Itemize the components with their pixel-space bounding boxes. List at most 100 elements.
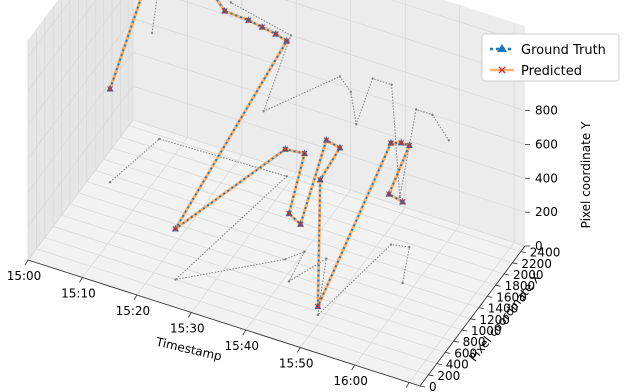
x-tick-mark	[520, 251, 526, 253]
floor-projection-point	[325, 257, 328, 260]
chart-panes	[28, 0, 525, 386]
grid-line-y	[27, 0, 526, 92]
back-wall-projection-point	[229, 1, 233, 4]
predicted-marker-stroke	[107, 86, 113, 92]
back-wall-projection-point	[338, 75, 342, 78]
x-tick-mark	[512, 262, 518, 265]
predicted-marker-stroke	[286, 210, 292, 217]
predicted-marker	[388, 140, 394, 146]
predicted-marker-stroke	[272, 31, 279, 37]
floor-projection-point	[284, 258, 287, 261]
back-wall-projection-point	[371, 77, 374, 80]
legend-ground-truth-marker	[497, 44, 507, 52]
x-tick-mark	[470, 318, 476, 321]
time-tick-mark	[24, 259, 29, 266]
time-tick-mark	[133, 294, 138, 301]
predicted-marker	[245, 17, 252, 24]
x-tick-label: 400	[446, 358, 469, 372]
time-tick-mark	[351, 364, 356, 371]
x-axis-label: Timestamp	[154, 335, 223, 364]
time-tick-mark	[242, 329, 247, 336]
predicted-marker-stroke	[245, 17, 252, 24]
y-tick-label: 600	[535, 137, 558, 151]
time-tick-label: 16:00	[333, 374, 368, 388]
x-tick-label: 2400	[530, 246, 561, 260]
time-tick-mark	[296, 347, 301, 353]
floor-projection-point	[316, 313, 320, 317]
floor-projection-point	[408, 245, 411, 249]
predicted-marker	[314, 303, 321, 310]
predicted-marker	[323, 137, 330, 144]
predicted-marker-stroke	[221, 8, 228, 14]
predicted-marker-stroke	[317, 176, 324, 183]
grid-line-y	[27, 0, 526, 125]
predicted-marker	[337, 145, 343, 151]
grid-line-y	[27, 51, 526, 193]
x-tick-label: 1200	[479, 313, 510, 327]
y-tick-label: 800	[535, 104, 558, 118]
time-tick-label: 15:00	[7, 269, 42, 283]
grid-line-y	[27, 119, 526, 261]
projection-traces	[108, 0, 450, 317]
y-tick-label: 0	[535, 239, 543, 253]
predicted-marker	[399, 198, 406, 205]
x-tick-mark	[436, 363, 442, 365]
predicted-marker-stroke	[297, 221, 304, 228]
predicted-marker	[317, 176, 324, 183]
predicted-marker	[286, 210, 292, 217]
legend-predicted-marker	[498, 66, 506, 74]
grid-line-y	[27, 85, 526, 227]
predicted-marker	[259, 24, 266, 31]
time-tick-mark	[187, 312, 192, 318]
x-tick-mark	[495, 284, 501, 287]
axis-ticks: 15:0015:1015:2015:3015:4015:5016:0016:10…	[7, 36, 566, 392]
legend-ground-truth-label: Ground Truth	[521, 43, 606, 58]
predicted-marker-stroke	[399, 198, 406, 205]
floor-projection-point	[303, 250, 306, 253]
predicted-marker	[272, 31, 279, 37]
x-tick-label: 2000	[513, 268, 544, 282]
predicted-marker-stroke	[172, 225, 179, 232]
floor-projection-point	[389, 243, 393, 246]
chart-series	[106, 0, 413, 310]
legend-predicted-label: Predicted	[521, 64, 582, 79]
predicted-marker-stroke	[388, 140, 394, 146]
predicted-marker	[221, 8, 228, 14]
x-tick-label: 1400	[488, 302, 519, 316]
back-wall-projection-point	[398, 196, 401, 199]
back-wall-projection-point	[289, 34, 293, 37]
predicted-marker-stroke	[283, 38, 290, 44]
x-tick-label: 0	[429, 380, 437, 392]
floor-pane	[28, 120, 525, 386]
x-tick-label: 200	[437, 369, 460, 383]
predicted-marker-stroke	[337, 145, 343, 151]
back-wall-projection-point	[349, 90, 352, 94]
floor-projection-point	[174, 278, 177, 281]
x-tick-mark	[478, 307, 484, 309]
predicted-marker	[172, 225, 179, 232]
predicted-marker-stroke	[406, 142, 413, 149]
predicted-marker	[282, 146, 289, 153]
x-tick-mark	[487, 296, 493, 298]
legend: Ground Truth Predicted	[481, 33, 620, 82]
predicted-marker	[398, 139, 405, 146]
predicted-marker-stroke	[323, 137, 330, 144]
time-tick-label: 15:50	[279, 357, 314, 371]
predicted-marker-stroke	[314, 303, 321, 310]
grid-line-y	[27, 0, 526, 58]
x-tick-mark	[445, 352, 451, 354]
z-axis-label: Pixel coordinate Y	[579, 121, 593, 228]
back-wall-projection-point	[150, 31, 154, 35]
predicted-marker-stroke	[398, 139, 405, 146]
time-tick-label: 15:10	[61, 287, 96, 301]
x-tick-label: 600	[454, 346, 477, 360]
floor-projection-point	[158, 137, 161, 141]
y-tick-label: 400	[535, 171, 558, 185]
x-tick-mark	[419, 385, 426, 388]
predicted-marker-stroke	[386, 191, 392, 197]
time-tick-mark	[405, 382, 410, 388]
back-wall-projection-point	[431, 113, 434, 116]
x-tick-mark	[453, 340, 459, 343]
time-tick-label: 15:40	[224, 339, 259, 353]
